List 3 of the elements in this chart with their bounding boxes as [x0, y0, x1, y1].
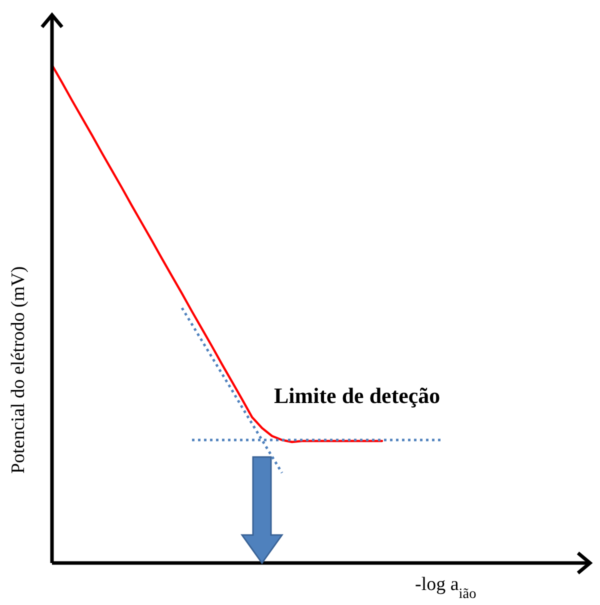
- x-axis-title: -log a$_{ião}$: [415, 574, 476, 602]
- y-axis-title: Potencial do elétrodo (mV): [8, 266, 29, 474]
- annotation: Limite de deteção: [274, 383, 440, 408]
